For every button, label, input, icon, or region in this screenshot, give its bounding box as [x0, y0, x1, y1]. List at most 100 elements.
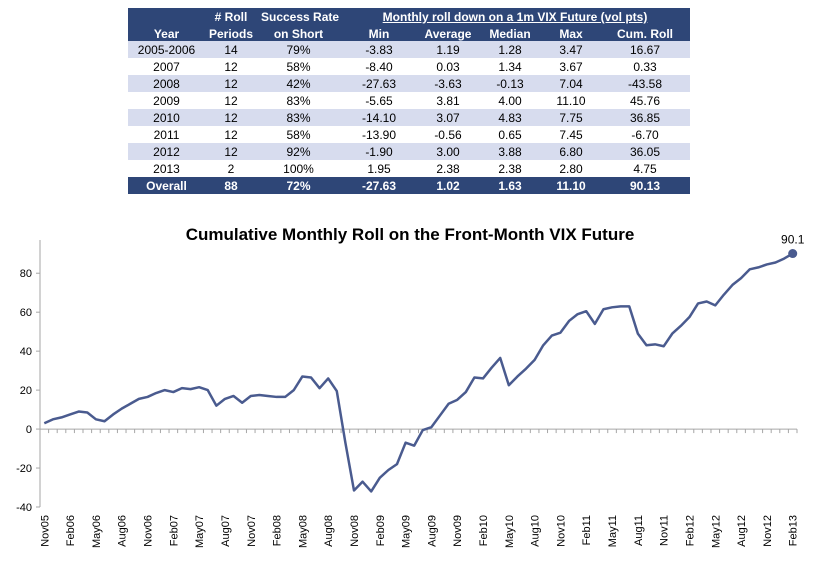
- table-cell: -3.63: [418, 75, 478, 92]
- table-row: 2008 12 42% -27.63 -3.63 -0.13 7.04 -43.58: [128, 75, 691, 92]
- table-cell: 7.75: [542, 109, 600, 126]
- table-cell: 2005-2006: [128, 41, 205, 58]
- table-cell: 88: [205, 177, 257, 194]
- table-cell: 1.19: [418, 41, 478, 58]
- table-cell: 12: [224, 93, 238, 108]
- x-tick-label: Nov09: [452, 515, 464, 547]
- table-cell: 4.00: [498, 93, 522, 108]
- x-tick-label: Feb08: [272, 515, 284, 546]
- x-tick-label: Aug12: [736, 515, 748, 547]
- table-cell: 36.85: [600, 109, 691, 126]
- x-tick-label: Aug11: [633, 515, 645, 546]
- column-header: Cum. Roll: [600, 24, 691, 41]
- x-tick-label: Feb12: [684, 515, 696, 546]
- table-cell: 2.38: [498, 161, 522, 176]
- table-cell: 83%: [286, 93, 311, 108]
- table-cell: 1.63: [478, 177, 542, 194]
- table-cell: 2012: [128, 143, 205, 160]
- column-header: Median: [478, 24, 542, 41]
- column-header: Periods: [205, 24, 257, 41]
- column-header: Min: [340, 24, 418, 41]
- x-tick-label: Nov06: [143, 515, 155, 547]
- table-row: 2010 12 83% -14.10 3.07 4.83 7.75 36.85: [128, 109, 691, 126]
- x-tick-label: Feb11: [581, 515, 593, 545]
- table-cell: 1.28: [478, 41, 542, 58]
- table-cell: 4.75: [633, 161, 657, 176]
- x-tick-label: Nov11: [659, 515, 671, 546]
- table-row: 2013 2 100% 1.95 2.38 2.38 2.80 4.75: [128, 160, 690, 177]
- table-row: 2007 12 58% -8.40 0.03 1.34 3.67 0.33: [128, 58, 690, 75]
- table-cell: -1.90: [340, 143, 418, 160]
- table-cell: 0.33: [633, 59, 657, 74]
- table-cell: 14: [205, 41, 257, 58]
- table-cell: 2.80: [559, 161, 583, 176]
- x-tick-label: May10: [504, 515, 516, 548]
- group-header: Monthly roll down on a 1m VIX Future (vo…: [340, 8, 691, 24]
- x-tick-label: Feb09: [375, 515, 387, 546]
- x-tick-label: Feb13: [788, 515, 800, 546]
- table-cell: 3.07: [418, 109, 478, 126]
- x-tick-label: Aug09: [426, 515, 438, 547]
- table-cell: 12: [224, 127, 238, 142]
- x-tick-label: May09: [401, 515, 413, 548]
- x-tick-label: Feb10: [478, 515, 490, 546]
- table-cell: 2011: [153, 127, 180, 142]
- table-cell: 83%: [257, 109, 340, 126]
- table-cell: 92%: [257, 143, 340, 160]
- column-header: # Roll: [205, 8, 257, 24]
- table-cell: -0.13: [478, 75, 542, 92]
- header-row: # Roll Success Rate Monthly roll down on a…: [128, 8, 691, 24]
- column-header: Success Rate: [257, 8, 340, 24]
- y-tick-label: 20: [20, 385, 32, 397]
- x-tick-label: Nov08: [349, 515, 361, 547]
- column-header: [128, 8, 205, 24]
- x-tick-label: May12: [710, 515, 722, 548]
- table-cell: 11.10: [542, 177, 600, 194]
- table-cell: 0.03: [436, 59, 460, 74]
- column-header: Year: [128, 24, 205, 41]
- y-tick-label: 60: [20, 307, 32, 319]
- table-cell: 7.04: [542, 75, 600, 92]
- table-cell: 3.88: [478, 143, 542, 160]
- header-row: Year Periods on Short Min Average Median Max Cu…: [128, 24, 691, 41]
- table-cell: 90.13: [600, 177, 691, 194]
- x-tick-label: May06: [91, 515, 103, 548]
- table-cell: 6.80: [542, 143, 600, 160]
- table-cell: 2.38: [436, 161, 460, 176]
- summary-table: # Roll Success Rate Monthly roll down on a…: [128, 8, 691, 194]
- total-row: Overall 88 72% -27.63 1.02 1.63 11.10 90.13: [128, 177, 691, 194]
- table-cell: -5.65: [365, 93, 393, 108]
- table-cell: Overall: [128, 177, 205, 194]
- table-cell: 3.81: [436, 93, 460, 108]
- x-tick-label: Aug08: [323, 515, 335, 547]
- table-cell: 36.05: [600, 143, 691, 160]
- table-cell: 2010: [128, 109, 205, 126]
- table-row: 2012 12 92% -1.90 3.00 3.88 6.80 36.05: [128, 143, 691, 160]
- x-tick-label: Feb06: [65, 515, 77, 546]
- table-cell: -27.63: [340, 177, 418, 194]
- y-tick-label: 40: [20, 346, 32, 358]
- table-cell: 16.67: [600, 41, 691, 58]
- column-header: Average: [418, 24, 478, 41]
- table-cell: 2009: [153, 93, 180, 108]
- y-tick-label: 0: [26, 424, 32, 436]
- table-cell: 12: [224, 59, 238, 74]
- table-cell: 11.10: [556, 93, 586, 108]
- table-cell: -6.70: [631, 127, 659, 142]
- table-cell: 58%: [286, 127, 311, 142]
- table-cell: 72%: [257, 177, 340, 194]
- table-cell: 0.65: [498, 127, 522, 142]
- table-cell: 100%: [283, 161, 314, 176]
- table-cell: -27.63: [340, 75, 418, 92]
- table-cell: 45.76: [629, 93, 661, 108]
- data-point: [788, 249, 798, 259]
- table-cell: 3.67: [559, 59, 583, 74]
- x-tick-label: May07: [194, 515, 206, 548]
- table-header: # Roll Success Rate Monthly roll down on a…: [128, 8, 691, 41]
- y-tick-label: -40: [16, 502, 32, 514]
- table-cell: 12: [205, 109, 257, 126]
- table-cell: 2008: [128, 75, 205, 92]
- table-cell: 12: [205, 75, 257, 92]
